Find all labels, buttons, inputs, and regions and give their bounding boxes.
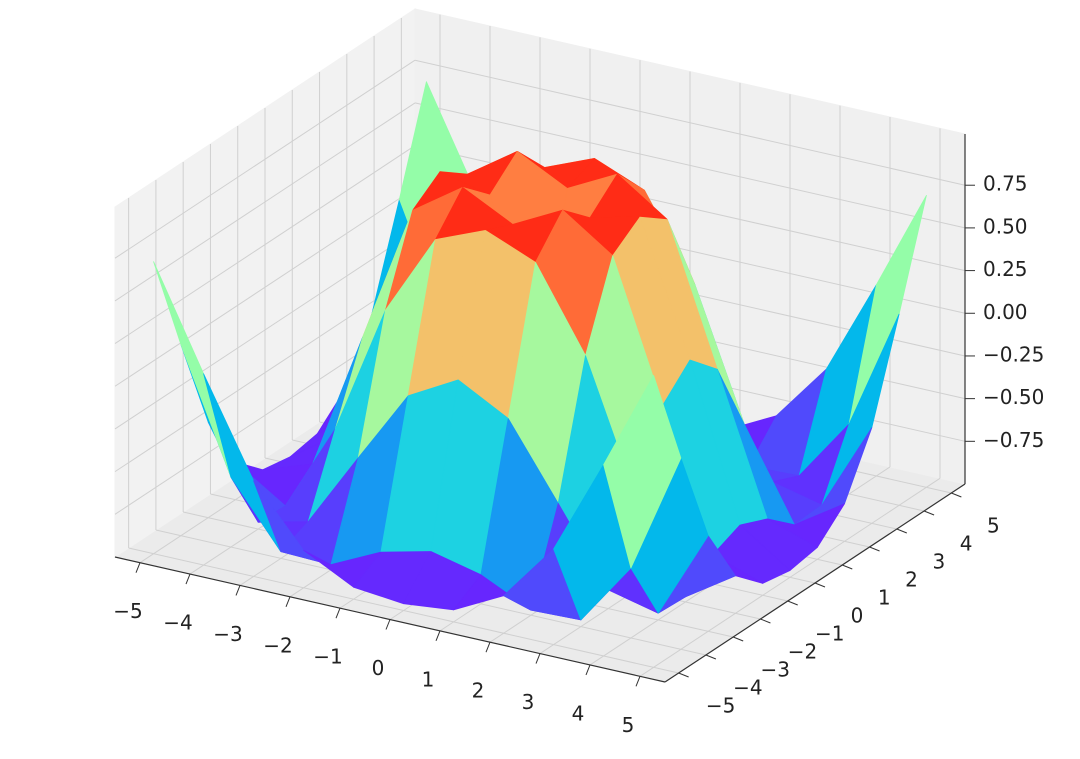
x-tick — [135, 562, 141, 573]
y-tick-label: 1 — [878, 586, 891, 610]
z-tick-label: −0.25 — [983, 342, 1044, 366]
grid-line — [128, 547, 679, 674]
z-tick-label: 0.00 — [983, 300, 1028, 324]
grid-line — [414, 59, 966, 186]
x-tick — [635, 676, 641, 687]
x-tick — [285, 596, 291, 607]
y-tick-label: −1 — [815, 622, 844, 646]
x-tick-label: 1 — [422, 667, 435, 691]
x-tick — [585, 664, 591, 676]
x-tick-label: 5 — [622, 713, 635, 737]
surface-cell — [603, 374, 682, 569]
y-tick — [869, 546, 880, 552]
y-tick-label: 4 — [960, 532, 973, 556]
x-tick-label: −5 — [113, 599, 142, 623]
y-tick — [896, 528, 908, 534]
y-tick-label: 2 — [905, 568, 918, 592]
y-tick — [814, 582, 826, 588]
y-tick — [923, 510, 935, 516]
grid-line — [114, 102, 416, 302]
x-tick-label: 2 — [472, 679, 485, 703]
y-tick-label: −5 — [706, 694, 735, 718]
y-tick — [951, 492, 962, 498]
y-tick-label: −2 — [788, 640, 817, 664]
grid-line — [114, 230, 416, 430]
x-tick-label: −4 — [163, 611, 192, 635]
z-tick-label: −0.75 — [983, 428, 1044, 452]
x-tick — [535, 653, 541, 664]
grid-line — [114, 145, 416, 345]
grid-line — [114, 187, 416, 387]
x-tick — [185, 573, 191, 585]
x-tick-label: −2 — [263, 633, 292, 657]
grid-line — [114, 59, 416, 259]
z-tick-label: −0.50 — [983, 385, 1044, 409]
x-tick-label: 4 — [572, 701, 585, 725]
grid-line — [414, 102, 966, 229]
x-tick-label: 3 — [522, 690, 535, 714]
x-tick — [235, 585, 241, 596]
x-tick-label: 0 — [372, 656, 385, 680]
y-tick — [842, 564, 853, 570]
x-tick — [385, 619, 391, 630]
y-tick-label: 3 — [932, 550, 945, 574]
y-tick — [705, 654, 717, 660]
y-tick — [732, 636, 744, 642]
grid-line — [114, 273, 416, 473]
z-tick-label: 0.75 — [983, 172, 1028, 196]
x-tick — [485, 642, 491, 653]
y-tick-label: −3 — [760, 658, 789, 682]
x-tick — [435, 630, 441, 642]
x-tick-label: −1 — [313, 645, 342, 669]
x-tick-label: −3 — [213, 622, 242, 646]
y-tick-label: −4 — [733, 676, 762, 700]
y-tick-label: 5 — [987, 514, 1000, 538]
z-tick-label: 0.25 — [983, 257, 1028, 281]
y-tick — [678, 672, 689, 678]
y-tick — [760, 618, 771, 624]
y-tick — [787, 600, 798, 606]
x-tick — [335, 607, 341, 619]
y-tick-label: 0 — [851, 604, 864, 628]
z-tick-label: 0.50 — [983, 214, 1028, 238]
